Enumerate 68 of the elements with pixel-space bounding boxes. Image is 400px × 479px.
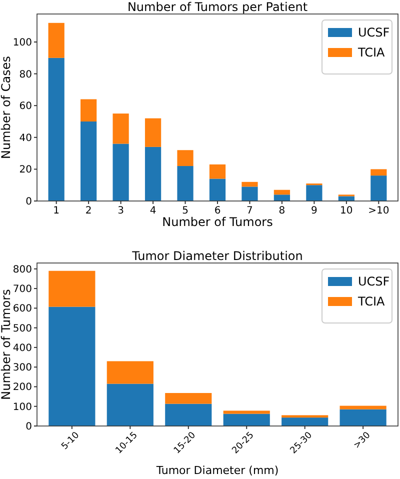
bar: [340, 406, 386, 410]
bar: [209, 164, 226, 179]
x-tick-label: 7: [246, 206, 253, 216]
legend-label: UCSF: [358, 26, 390, 40]
bar: [282, 418, 328, 426]
y-tick-label: 0: [26, 422, 32, 432]
y-tick-label: 500: [12, 323, 32, 334]
x-tick-label: 10: [340, 206, 353, 216]
x-tick-label: 8: [278, 206, 286, 216]
legend-label: UCSF: [358, 274, 390, 289]
chart-title: Number of Tumors per Patient: [127, 0, 308, 14]
bar: [177, 150, 194, 166]
y-tick-label: 100: [12, 402, 32, 413]
bar: [48, 306, 96, 426]
x-tick-label: 6: [214, 206, 221, 216]
bar: [242, 186, 258, 201]
legend-label: TCIA: [357, 46, 386, 60]
bar: [177, 166, 194, 201]
y-tick-label: 600: [12, 304, 32, 315]
x-tick-label: >10: [368, 206, 390, 216]
x-tick-label: 5: [182, 206, 188, 216]
bar: [274, 190, 290, 195]
y-tick-label: 60: [19, 101, 32, 112]
bar: [112, 114, 129, 144]
bar: [48, 22, 64, 58]
bar: [144, 146, 162, 201]
bar: [80, 99, 97, 122]
bar: [48, 270, 96, 307]
y-tick-label: 100: [12, 37, 32, 48]
bar: [209, 178, 226, 201]
legend-label: TCIA: [357, 294, 386, 309]
bar: [165, 404, 212, 426]
y-tick-label: 200: [12, 382, 32, 394]
y-tick-label: 80: [19, 69, 32, 80]
y-tick-label: 40: [19, 132, 32, 144]
bar: [274, 194, 290, 201]
bar: [338, 196, 354, 201]
bar: [48, 58, 64, 201]
y-tick-label: 20: [19, 164, 32, 176]
bar: [282, 415, 328, 418]
chart-title: Tumor Diameter Distribution: [131, 249, 303, 263]
bar: [242, 182, 258, 187]
y-axis-title: Number of Tumors: [0, 289, 13, 400]
x-tick-label: 1: [53, 206, 60, 216]
x-tick-label: 4: [150, 206, 156, 216]
bar: [106, 384, 154, 426]
bar: [80, 121, 97, 201]
bar: [370, 176, 387, 201]
y-tick-label: 700: [12, 284, 32, 296]
bar: [112, 144, 129, 201]
y-tick-label: 300: [12, 362, 32, 374]
bar: [340, 409, 386, 426]
x-axis-title: Tumor Diameter (mm): [155, 464, 279, 477]
bar: [144, 118, 162, 147]
x-tick-label: 2: [85, 206, 92, 216]
bar: [370, 169, 387, 176]
bar: [223, 414, 270, 426]
x-tick-label: 3: [118, 206, 124, 216]
bar: [223, 410, 270, 414]
x-axis-title: Number of Tumors: [162, 215, 273, 229]
y-tick-label: 0: [26, 196, 32, 208]
bar: [106, 361, 154, 384]
y-axis-title: Number of Cases: [0, 56, 13, 160]
bar: [165, 393, 212, 404]
y-tick-label: 800: [12, 264, 32, 276]
x-tick-label: 9: [311, 206, 318, 216]
y-tick-label: 400: [12, 342, 32, 354]
bar: [306, 185, 322, 201]
